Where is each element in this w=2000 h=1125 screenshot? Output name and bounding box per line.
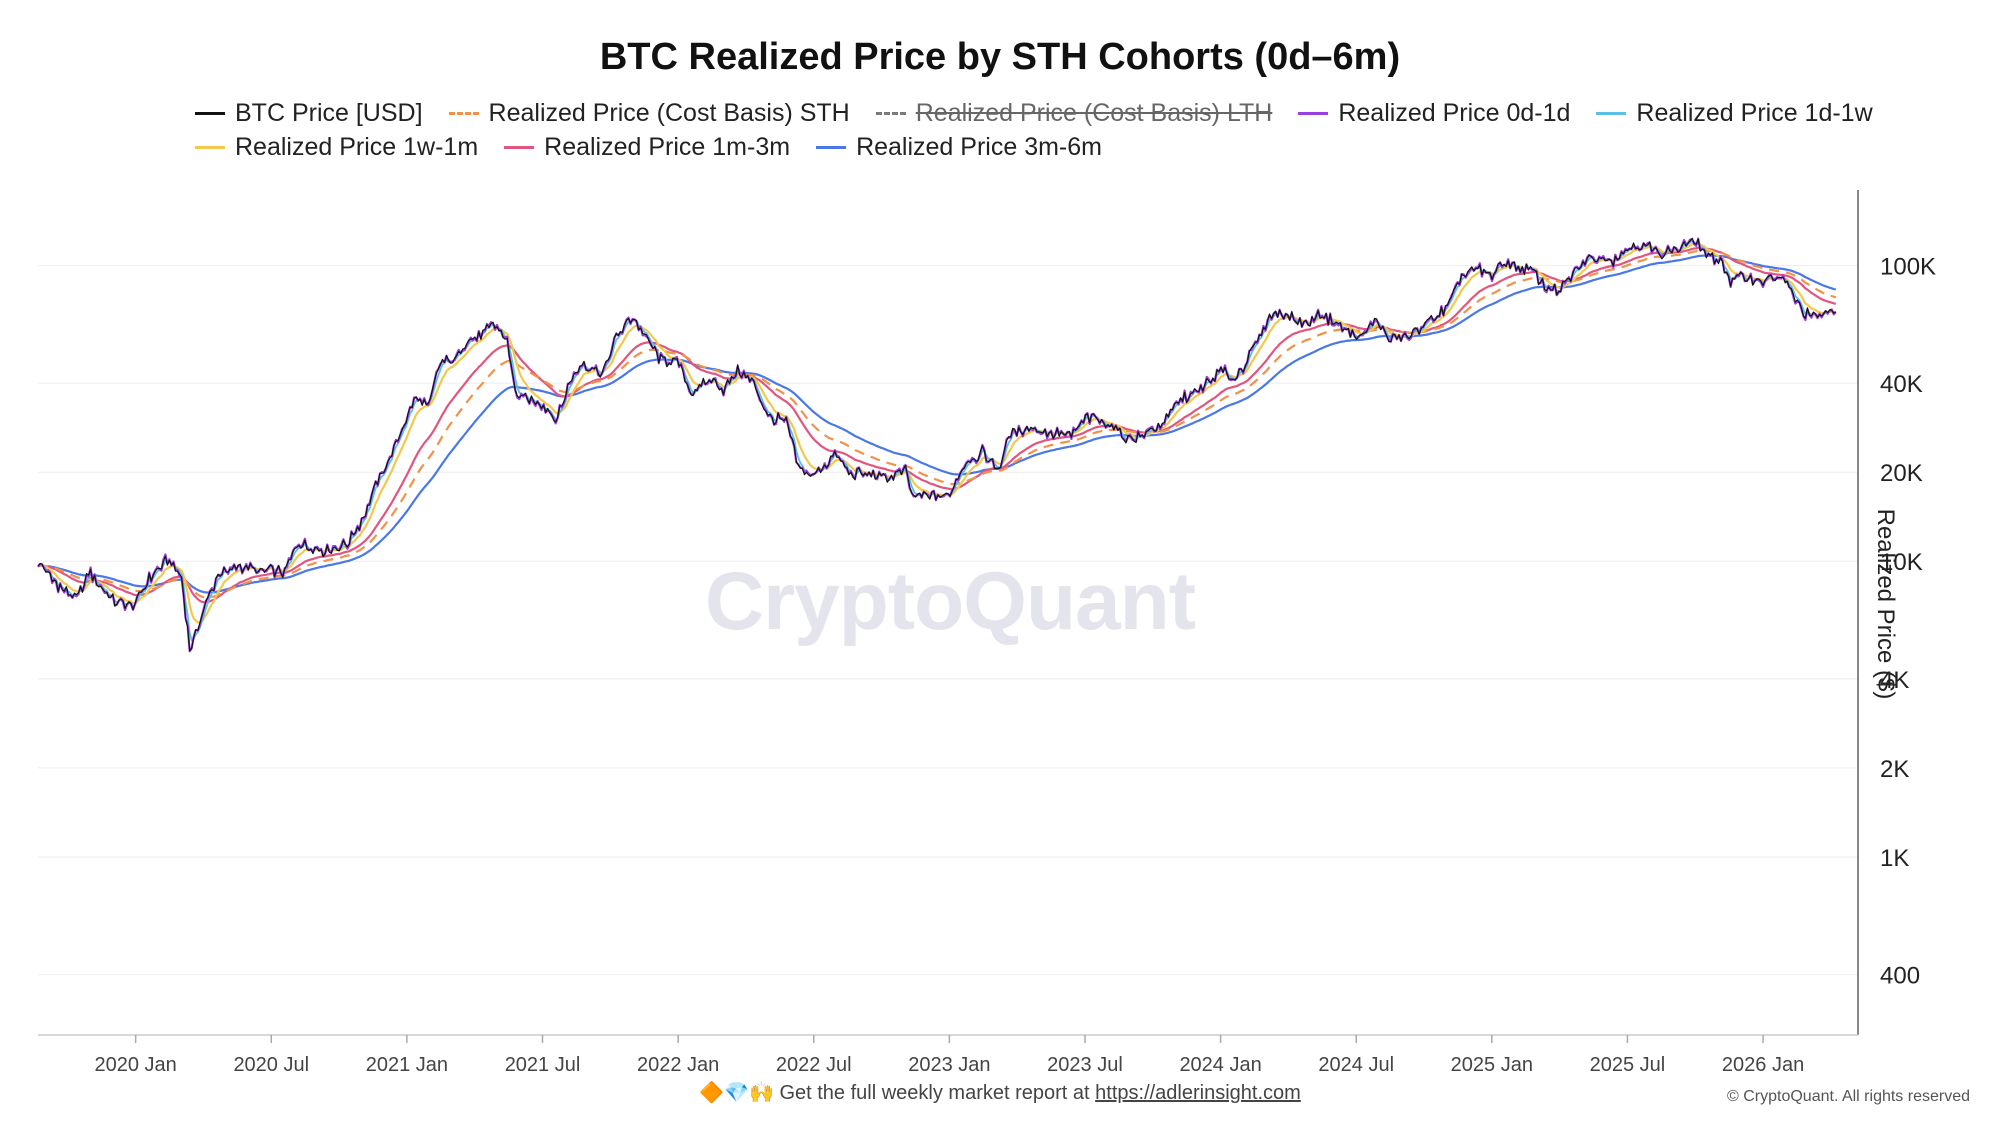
series-line-3m-6m <box>37 254 1837 594</box>
copyright: © CryptoQuant. All rights reserved <box>1727 1088 1970 1105</box>
legend-item-0d-1d[interactable]: Realized Price 0d-1d <box>1298 96 1570 130</box>
legend-item-1w-1m[interactable]: Realized Price 1w-1m <box>195 130 478 164</box>
y-tick-label: 1K <box>1880 845 1909 872</box>
legend-swatch <box>875 111 906 115</box>
legend-item-1m-3m[interactable]: Realized Price 1m-3m <box>504 130 790 164</box>
y-tick-label: 4K <box>1880 667 1909 694</box>
x-tick-label: 2026 Jan <box>1722 1054 1804 1076</box>
x-tick-label: 2023 Jan <box>908 1054 990 1076</box>
x-tick-label: 2023 Jul <box>1047 1054 1123 1076</box>
watermark-logo: CryptoQuant <box>704 556 1196 647</box>
legend-item-1d-1w[interactable]: Realized Price 1d-1w <box>1596 96 1873 130</box>
legend-label: Realized Price (Cost Basis) LTH <box>915 99 1273 127</box>
x-tick-label: 2025 Jan <box>1451 1054 1533 1076</box>
y-axis-label: Realized Price ($) <box>1872 508 1899 700</box>
x-tick-label: 2020 Jul <box>233 1054 309 1076</box>
legend-item-sth[interactable]: Realized Price (Cost Basis) STH <box>448 96 850 130</box>
footer: 🔶💎🙌 Get the full weekly market report at… <box>0 1080 2000 1105</box>
legend-item-lth[interactable]: Realized Price (Cost Basis) LTH <box>875 96 1273 130</box>
legend-swatch <box>504 145 535 149</box>
legend-row-1: BTC Price [USD] Realized Price (Cost Bas… <box>195 96 1873 130</box>
footer-text: Get the full weekly market report at <box>779 1082 1090 1104</box>
footer-emojis: 🔶💎🙌 <box>699 1082 774 1104</box>
chart-title: BTC Realized Price by STH Cohorts (0d–6m… <box>599 36 1401 78</box>
x-tick-label: 2022 Jan <box>637 1054 719 1076</box>
legend-label: Realized Price 1m-3m <box>544 133 791 161</box>
x-tick-label: 2025 Jul <box>1590 1054 1666 1076</box>
grid-lines <box>38 264 1858 976</box>
legend: BTC Price [USD] Realized Price (Cost Bas… <box>195 96 1873 164</box>
legend-label: BTC Price [USD] <box>235 99 423 127</box>
legend-label: Realized Price 0d-1d <box>1338 99 1571 127</box>
series-line-0d-1d <box>37 237 1837 653</box>
series-line-sth <box>37 249 1837 599</box>
legend-swatch <box>448 111 479 115</box>
legend-item-3m-6m[interactable]: Realized Price 3m-6m <box>816 130 1102 164</box>
x-tick-label: 2024 Jul <box>1318 1054 1394 1076</box>
legend-item-btc-price[interactable]: BTC Price [USD] <box>195 96 423 130</box>
legend-swatch <box>195 145 225 149</box>
x-tick-label: 2021 Jul <box>505 1054 581 1076</box>
y-tick-label: 10K <box>1880 549 1923 576</box>
legend-label: Realized Price 3m-6m <box>856 133 1102 161</box>
y-tick-label: 40K <box>1880 371 1923 398</box>
series-line-btc-price <box>37 237 1837 652</box>
legend-swatch <box>1298 111 1329 115</box>
y-tick-label: 2K <box>1880 756 1909 783</box>
legend-swatch <box>1596 111 1627 115</box>
series-line-1d-1w <box>37 239 1836 642</box>
y-tick-label: 20K <box>1880 460 1923 487</box>
legend-label: Realized Price (Cost Basis) STH <box>488 99 850 127</box>
legend-label: Realized Price 1d-1w <box>1636 99 1873 127</box>
legend-row-2: Realized Price 1w-1m Realized Price 1m-3… <box>195 130 1845 164</box>
footer-link[interactable]: https://adlerinsight.com <box>1095 1082 1301 1104</box>
axes-group: 400 1K 2K 4K 10K 20K 40K 100K 2020 Jan 2020 Jul 20… <box>38 190 1936 1076</box>
series-group <box>37 237 1837 653</box>
legend-label: Realized Price 1w-1m <box>235 133 479 161</box>
x-tick-label: 2021 Jan <box>366 1054 448 1076</box>
y-tick-label: 400 <box>1880 963 1920 990</box>
x-tick-label: 2022 Jul <box>776 1054 852 1076</box>
legend-swatch <box>816 145 847 149</box>
x-tick-label: 2020 Jan <box>94 1054 176 1076</box>
y-tick-label: 100K <box>1880 253 1936 280</box>
legend-swatch <box>195 111 225 115</box>
x-tick-label: 2024 Jan <box>1179 1054 1261 1076</box>
